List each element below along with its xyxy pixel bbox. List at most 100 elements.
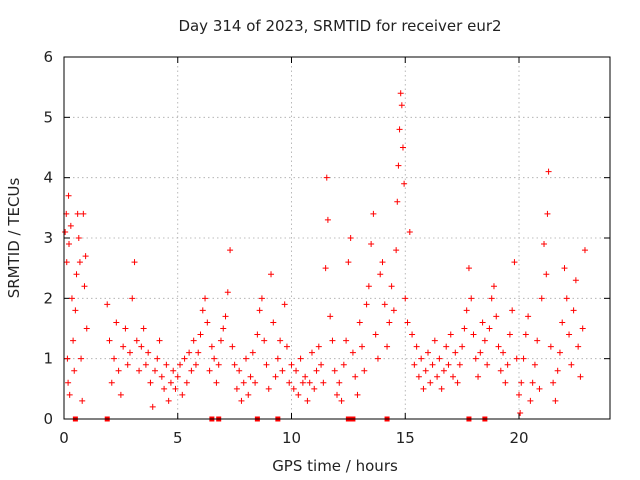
data-point — [188, 367, 195, 374]
data-point — [73, 271, 80, 278]
data-point — [177, 361, 184, 368]
data-point — [479, 319, 486, 326]
data-point — [211, 355, 218, 362]
data-point — [318, 361, 325, 368]
data-point — [470, 331, 477, 338]
data-point — [522, 331, 529, 338]
data-point — [550, 379, 557, 386]
data-point — [556, 349, 563, 356]
data-point — [243, 355, 249, 362]
data-point — [222, 313, 229, 320]
y-tick-label: 5 — [43, 108, 53, 126]
data-point — [115, 367, 122, 374]
data-point — [372, 331, 379, 338]
data-point — [190, 337, 197, 344]
chart-title: Day 314 of 2023, SRMTID for receiver eur… — [178, 17, 501, 35]
data-point — [192, 361, 199, 368]
data-point — [252, 379, 259, 386]
data-point — [113, 319, 120, 326]
data-point — [544, 210, 551, 217]
data-point — [340, 361, 347, 368]
data-point — [65, 192, 72, 199]
data-point — [261, 337, 268, 344]
x-tick-label: 10 — [282, 429, 301, 447]
data-point — [488, 295, 495, 302]
data-point — [315, 343, 322, 350]
data-point — [106, 337, 113, 344]
x-tick-label: 15 — [396, 429, 415, 447]
data-point — [536, 385, 543, 392]
data-point — [215, 361, 222, 368]
data-point — [129, 295, 136, 302]
data-point — [181, 355, 188, 362]
data-point — [516, 391, 522, 398]
data-point — [270, 319, 277, 326]
data-point — [452, 349, 459, 356]
data-point — [302, 373, 309, 380]
data-point — [374, 355, 381, 362]
data-point — [529, 379, 536, 386]
data-point — [80, 210, 87, 217]
data-point — [493, 313, 500, 320]
data-point — [379, 259, 386, 266]
data-point — [71, 367, 78, 374]
data-point — [429, 361, 436, 368]
data-point — [409, 331, 416, 338]
data-point — [308, 349, 315, 356]
data-point — [381, 301, 388, 308]
data-point — [465, 265, 472, 272]
data-point — [104, 301, 111, 308]
data-point — [322, 265, 329, 272]
data-point — [158, 373, 165, 380]
data-point — [231, 361, 238, 368]
data-point — [509, 307, 516, 314]
data-point — [254, 331, 261, 338]
data-point — [450, 373, 457, 380]
data-point — [541, 241, 548, 248]
y-tick-label: 6 — [43, 48, 53, 66]
data-point — [568, 361, 575, 368]
plot-frame — [63, 56, 611, 420]
data-point — [561, 265, 568, 272]
data-point — [62, 228, 69, 235]
data-point — [204, 319, 211, 326]
data-point — [399, 144, 406, 151]
y-axis-label: SRMTID / TECUs — [5, 178, 23, 299]
data-point — [427, 379, 434, 386]
data-point — [440, 367, 447, 374]
data-point — [124, 361, 131, 368]
data-point — [486, 325, 493, 332]
data-point — [258, 295, 265, 302]
data-point — [454, 379, 461, 386]
data-point — [233, 385, 240, 392]
data-point — [311, 385, 318, 392]
y-tick-label: 1 — [43, 350, 53, 368]
data-point — [240, 379, 247, 386]
data-point — [288, 361, 295, 368]
data-point — [566, 331, 573, 338]
data-point — [575, 343, 582, 350]
data-point — [393, 247, 400, 254]
data-point — [461, 325, 468, 332]
data-point — [502, 379, 509, 386]
data-point — [518, 379, 525, 386]
data-point — [197, 331, 204, 338]
data-point — [436, 355, 443, 362]
data-point — [238, 397, 245, 404]
data-point — [268, 271, 275, 278]
data-point — [170, 367, 177, 374]
data-point — [108, 379, 115, 386]
data-point — [456, 361, 463, 368]
data-point — [172, 385, 179, 392]
data-point — [500, 349, 507, 356]
data-point — [224, 289, 231, 296]
data-point — [138, 343, 145, 350]
data-point — [463, 307, 470, 314]
data-point — [82, 253, 89, 260]
data-point — [68, 295, 75, 302]
data-point — [81, 283, 88, 290]
data-point — [445, 361, 452, 368]
data-point — [283, 343, 290, 350]
data-point — [579, 325, 586, 332]
data-point — [345, 259, 352, 266]
